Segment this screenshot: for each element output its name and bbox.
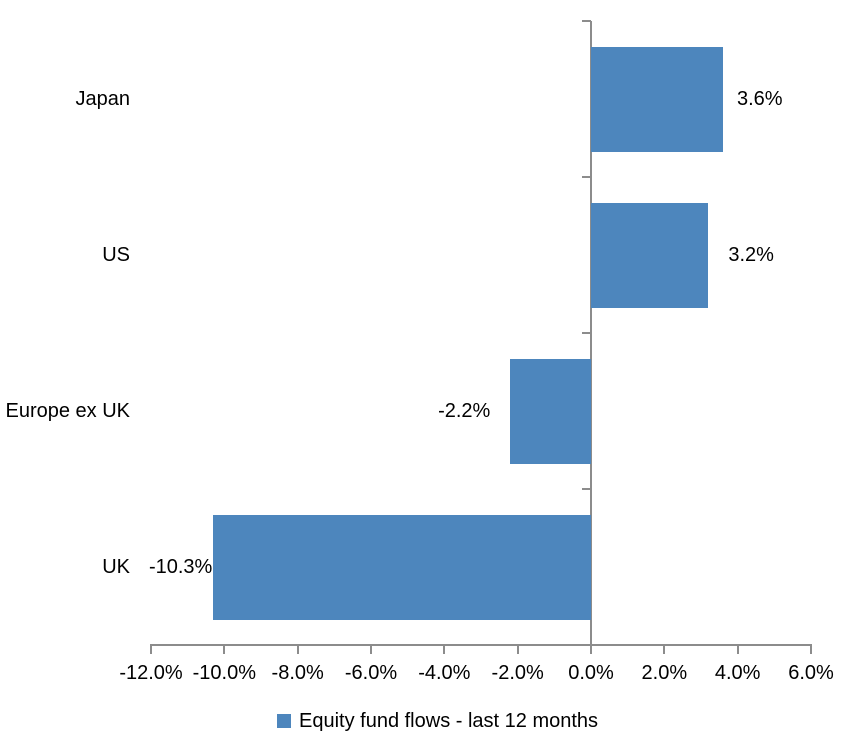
category-label-europe-ex-uk: Europe ex UK [5,400,130,422]
x-tick--2.0 [516,646,519,654]
category-label-japan: Japan [75,88,131,110]
x-axis-line [150,644,812,646]
y-axis-line [590,21,592,653]
data-label-europe-ex-uk: -2.2% [438,400,491,422]
y-tick-3 [582,488,591,490]
x-tick--10.0 [223,646,226,654]
legend: Equity fund flows - last 12 months [277,710,598,732]
bar-japan [591,46,723,152]
y-tick-2 [582,332,591,334]
x-tick-label-6.0: 6.0% [788,662,834,684]
x-tick-label-4.0: 4.0% [714,662,761,684]
legend-swatch-icon [277,714,291,728]
y-tick-4 [582,644,591,646]
category-label-uk: UK [102,556,130,578]
data-label-us: 3.2% [728,244,774,266]
x-tick--12.0 [150,646,152,654]
x-tick-label--2.0: -2.0% [491,662,544,684]
x-tick-2.0 [663,646,666,654]
bar-europe-ex-uk [510,358,591,464]
x-tick-4.0 [736,646,739,654]
data-label-uk: -10.3% [148,556,213,578]
x-tick-label--12.0: -12.0% [119,662,183,684]
x-tick-label--8.0: -8.0% [271,662,324,684]
x-tick--6.0 [370,646,372,654]
x-tick-6.0 [810,646,812,654]
x-tick-label--6.0: -6.0% [344,662,398,684]
category-label-us: US [102,244,130,266]
bar-us [591,202,709,308]
x-tick-label--4.0: -4.0% [418,662,471,684]
x-tick-label-2.0: 2.0% [641,662,688,684]
x-tick-label--10.0: -10.0% [192,662,257,684]
data-label-japan: 3.6% [737,88,783,110]
x-tick-0.0 [590,646,592,654]
bar-uk [213,514,591,620]
y-tick-0 [582,20,591,22]
y-tick-1 [582,176,591,178]
x-tick--8.0 [296,646,299,654]
legend-label: Equity fund flows - last 12 months [299,710,599,732]
x-tick--4.0 [443,646,446,654]
x-tick-label-0.0: 0.0% [568,662,614,684]
